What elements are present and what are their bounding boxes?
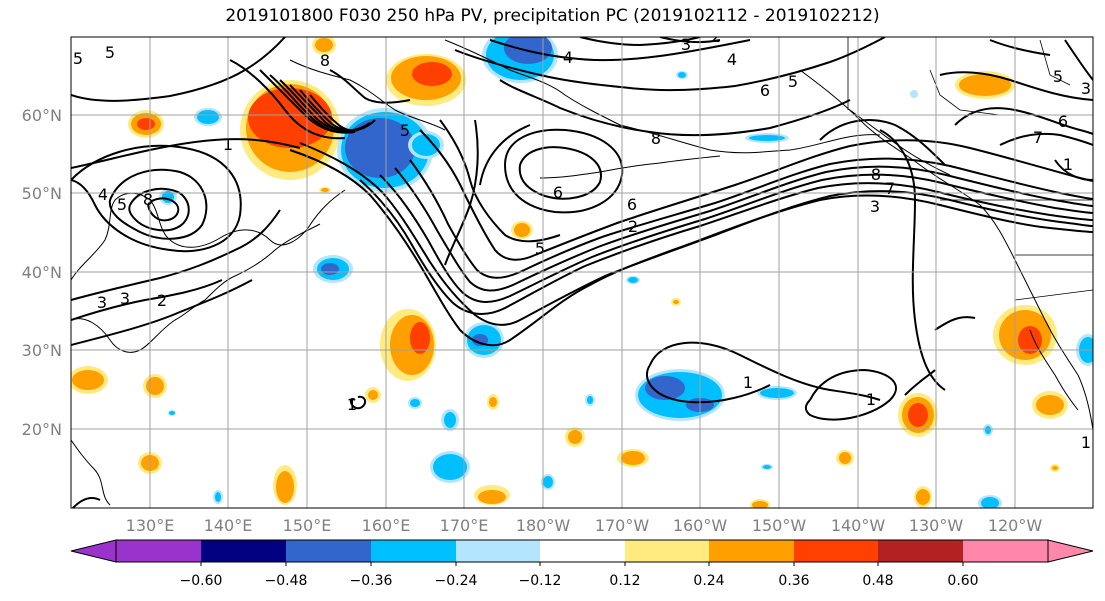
colorbar-swatch <box>709 540 794 562</box>
lon-label: 150°E <box>283 516 332 535</box>
colorbar-tick-label: 0.12 <box>609 573 640 589</box>
colorbar-swatch <box>371 540 456 562</box>
lon-label: 130°W <box>909 516 964 535</box>
colorbar-swatches <box>115 539 1049 563</box>
contour-label: 5 <box>117 195 127 214</box>
precip-negative <box>159 37 1093 508</box>
contour-label: 5 <box>73 49 83 68</box>
latitude-labels: 60°N 50°N 40°N 30°N 20°N <box>22 106 62 439</box>
colorbar-swatch <box>794 540 878 562</box>
colorbar-tick-label: 0.48 <box>862 573 893 589</box>
pv-contours <box>71 37 1093 508</box>
lat-label: 30°N <box>22 341 62 360</box>
contour-labels: 5 5 8 4 3 2 4 6 5 8 1 4 5 6 6 5 3 2 5 8 … <box>73 27 1091 452</box>
contour-label: 3 <box>120 289 130 308</box>
contour-label: 1 <box>347 395 357 414</box>
colorbar-swatch <box>540 540 625 562</box>
lon-label: 160°W <box>673 516 728 535</box>
contour-label: 8 <box>871 165 881 184</box>
political-borders <box>847 37 1093 301</box>
colorbar-swatch <box>201 540 286 562</box>
contour-label: 4 <box>727 50 737 69</box>
colorbar-tick-label: −0.36 <box>350 573 393 589</box>
colorbar-tick-label: 0.36 <box>778 573 809 589</box>
contour-label: 5 <box>788 72 798 91</box>
lon-label: 140°W <box>831 516 886 535</box>
colorbar-swatch <box>963 540 1048 562</box>
colorbar-tick-label: −0.48 <box>265 573 308 589</box>
map-frame <box>70 36 1094 509</box>
colorbar-left-arrow <box>70 539 117 563</box>
contour-label: 2 <box>628 217 638 236</box>
precip-shading <box>71 37 1093 508</box>
contour-label: 1 <box>1081 433 1091 452</box>
contour-label: 8 <box>651 129 661 148</box>
contour-label: 2 <box>157 291 167 310</box>
colorbar-tick-label: −0.24 <box>435 573 478 589</box>
longitude-labels: 130°E 140°E 150°E 160°E 170°E 180°W 170°… <box>126 516 1043 535</box>
contour-label: 2 <box>711 27 721 46</box>
contour-label: 6 <box>553 183 563 202</box>
contour-label: 5 <box>535 239 545 258</box>
lon-label: 160°E <box>362 516 411 535</box>
colorbar-tick-labels: −0.60 −0.48 −0.36 −0.24 −0.12 0.12 0.24 … <box>180 573 979 589</box>
colorbar-swatch <box>116 540 201 562</box>
contour-label: 5 <box>105 43 115 62</box>
colorbar-tick-label: −0.60 <box>180 573 223 589</box>
contour-label: 1 <box>866 390 876 409</box>
colorbar-swatch <box>878 540 963 562</box>
contour-label: 3 <box>1081 79 1091 98</box>
contour-label: 5 <box>1053 67 1063 86</box>
colorbar: −0.60 −0.48 −0.36 −0.24 −0.12 0.12 0.24 … <box>70 539 1094 589</box>
contour-label: 7 <box>885 179 895 198</box>
contour-label: 8 <box>143 190 153 209</box>
contour-label: 1 <box>223 135 233 154</box>
contour-label: 3 <box>681 35 691 54</box>
lat-label: 50°N <box>22 184 62 203</box>
lon-label: 180°W <box>516 516 571 535</box>
colorbar-swatch <box>456 540 540 562</box>
contour-label: 3 <box>97 293 107 312</box>
lat-label: 60°N <box>22 106 62 125</box>
colorbar-swatch <box>286 540 371 562</box>
graticule <box>71 37 1093 508</box>
lon-label: 130°E <box>126 516 175 535</box>
contour-label: 4 <box>98 185 108 204</box>
contour-label: 8 <box>320 51 330 70</box>
lon-label: 150°W <box>752 516 807 535</box>
contour-label: 6 <box>627 195 637 214</box>
contour-label: 6 <box>760 81 770 100</box>
colorbar-swatch <box>625 540 709 562</box>
colorbar-right-arrow <box>1047 539 1094 563</box>
colorbar-tick-label: 0.60 <box>947 573 978 589</box>
colorbar-ticks <box>200 562 964 566</box>
contour-label: 1 <box>1063 155 1073 174</box>
lat-label: 40°N <box>22 263 62 282</box>
lon-label: 170°E <box>440 516 489 535</box>
contour-label: 6 <box>1058 112 1068 131</box>
lon-label: 140°E <box>204 516 253 535</box>
colorbar-tick-label: 0.24 <box>693 573 724 589</box>
map-title: 2019101800 F030 250 hPa PV, precipitatio… <box>225 6 880 26</box>
contour-label: 5 <box>400 121 410 140</box>
contour-label: 1 <box>743 373 753 392</box>
lon-label: 170°W <box>595 516 650 535</box>
lat-label: 20°N <box>22 420 62 439</box>
contour-label: 7 <box>1033 128 1043 147</box>
precip-positive <box>71 37 1068 508</box>
colorbar-tick-label: −0.12 <box>519 573 562 589</box>
lon-label: 120°W <box>988 516 1043 535</box>
contour-label: 3 <box>870 197 880 216</box>
contour-label: 4 <box>563 48 573 67</box>
